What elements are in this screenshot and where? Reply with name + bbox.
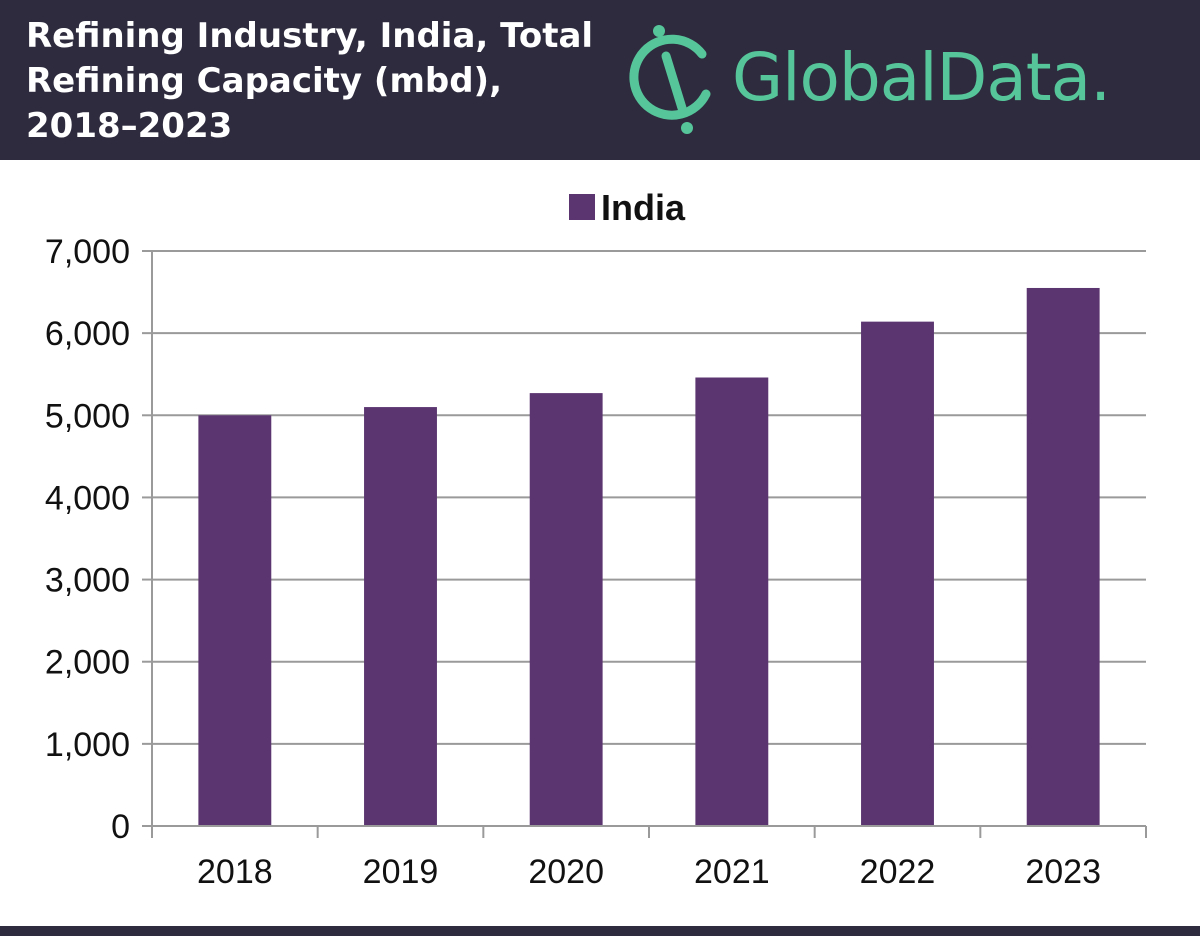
bar-2019 bbox=[364, 407, 437, 826]
bar-chart: 0 1,000 2,000 3,000 4,000 5,000 6,000 7,000 201… bbox=[45, 187, 1147, 891]
x-tick-label: 2018 bbox=[197, 853, 273, 891]
bar-2018 bbox=[198, 415, 272, 826]
bars bbox=[198, 287, 1100, 826]
bar-2023 bbox=[1026, 287, 1100, 826]
x-tick-label: 2021 bbox=[694, 853, 770, 891]
y-tick-label: 6,000 bbox=[45, 315, 130, 353]
title-line-1: Refining Industry, India, Total bbox=[26, 16, 594, 56]
y-tick-label: 4,000 bbox=[45, 479, 130, 517]
header-bar: Refining Industry, India, Total Refining… bbox=[0, 0, 1200, 160]
x-tick-label: 2019 bbox=[363, 853, 439, 891]
globaldata-logo-icon bbox=[629, 25, 711, 134]
bar-2020 bbox=[529, 393, 603, 826]
legend-swatch bbox=[569, 194, 595, 220]
chart-title: Refining Industry, India, Total Refining… bbox=[26, 14, 606, 149]
bar-2021 bbox=[695, 377, 769, 826]
y-tick-label: 0 bbox=[111, 808, 130, 846]
grid-lines bbox=[152, 250, 1146, 745]
title-line-2: Refining Capacity (mbd), bbox=[26, 61, 503, 101]
y-tick-label: 7,000 bbox=[45, 233, 130, 271]
legend: India bbox=[569, 187, 686, 228]
title-line-3: 2018–2023 bbox=[26, 106, 233, 146]
bar-2022 bbox=[861, 321, 934, 826]
legend-label-india: India bbox=[601, 187, 686, 228]
y-tick-label: 5,000 bbox=[45, 397, 130, 435]
y-axis-ticks: 0 1,000 2,000 3,000 4,000 5,000 6,000 7,000 bbox=[45, 233, 130, 846]
y-tick-label: 3,000 bbox=[45, 562, 130, 600]
axes bbox=[142, 250, 1147, 838]
globaldata-logo: GlobalData. bbox=[624, 20, 1184, 140]
footer-bar bbox=[0, 926, 1200, 936]
y-tick-label: 2,000 bbox=[45, 644, 130, 682]
x-axis-ticks: 2018 2019 2020 2021 2022 2023 bbox=[197, 853, 1101, 891]
y-tick-label: 1,000 bbox=[45, 726, 130, 764]
brand-wordmark: GlobalData. bbox=[732, 39, 1111, 116]
x-tick-label: 2022 bbox=[860, 853, 936, 891]
x-tick-label: 2023 bbox=[1025, 853, 1101, 891]
x-tick-label: 2020 bbox=[528, 853, 604, 891]
